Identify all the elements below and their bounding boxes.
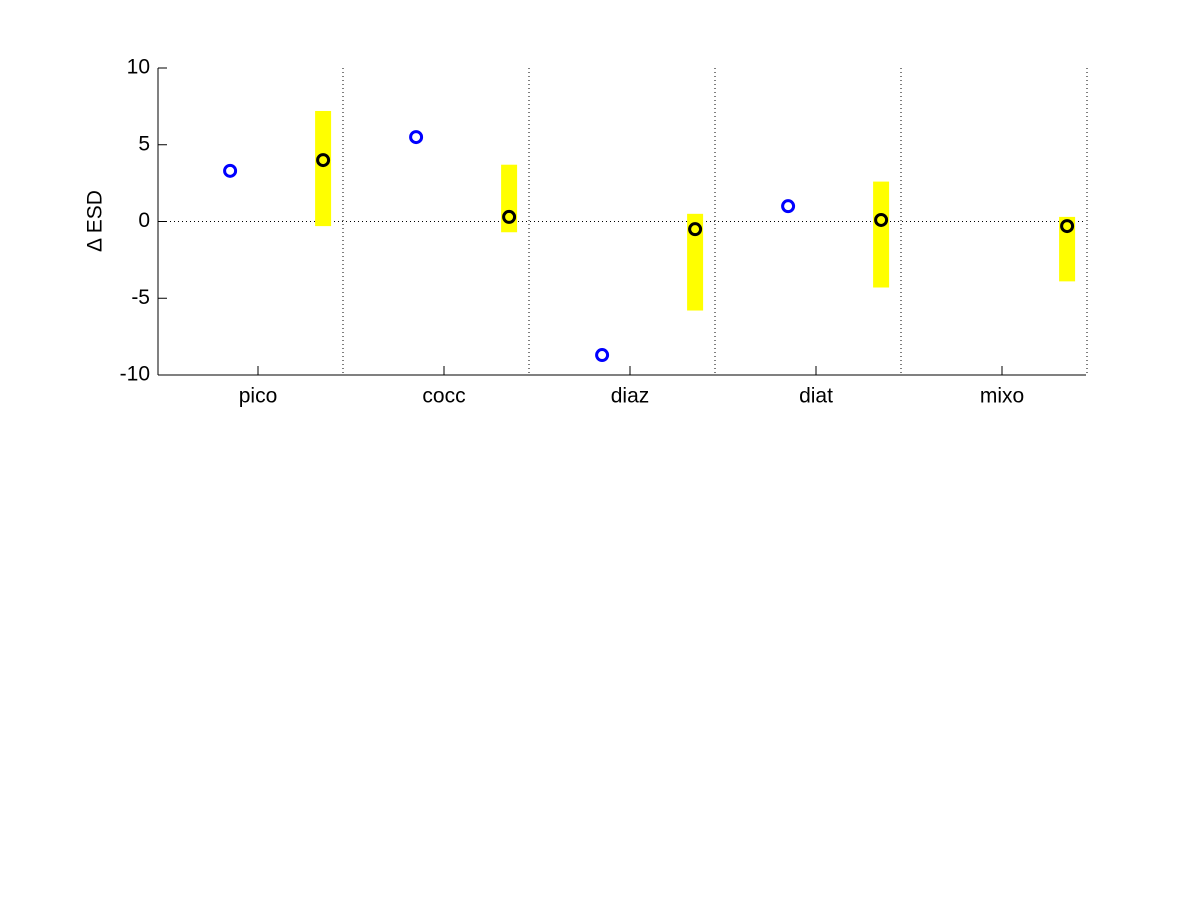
point bbox=[223, 163, 238, 178]
range-bar bbox=[687, 213, 704, 311]
x-tick-label: cocc bbox=[422, 385, 465, 408]
x-tick-label: diaz bbox=[611, 385, 650, 408]
range-bar bbox=[873, 181, 890, 288]
y-tick-label: 0 bbox=[138, 209, 150, 232]
y-tick-label: 10 bbox=[127, 56, 150, 79]
range-bar bbox=[1059, 216, 1076, 282]
point bbox=[781, 199, 796, 214]
x-tick-label: diat bbox=[799, 385, 833, 408]
y-tick-label: -10 bbox=[120, 363, 150, 386]
point bbox=[502, 209, 517, 224]
range-bar bbox=[315, 110, 332, 227]
point bbox=[409, 130, 424, 145]
point bbox=[1060, 219, 1075, 234]
point bbox=[874, 212, 889, 227]
x-tick-label: pico bbox=[239, 385, 278, 408]
y-tick-label: 5 bbox=[138, 132, 150, 155]
point bbox=[688, 222, 703, 237]
y-axis-label: Δ ESD bbox=[84, 190, 107, 252]
point bbox=[316, 153, 331, 168]
point bbox=[595, 348, 610, 363]
y-tick-label: -5 bbox=[131, 286, 150, 309]
x-tick-label: mixo bbox=[980, 385, 1024, 408]
